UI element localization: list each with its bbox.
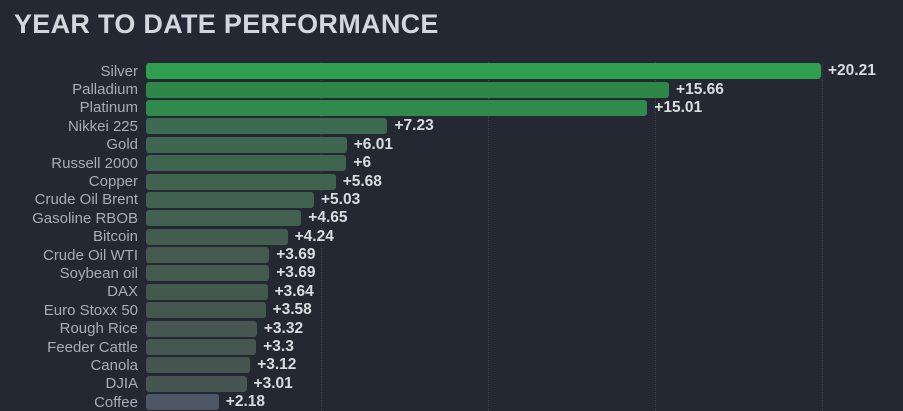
chart-rows: Silver +20.21 Palladium +15.66 Platinum …: [0, 62, 903, 411]
value-label: +3.64: [274, 282, 314, 300]
chart-row: Canola +3.12: [0, 356, 903, 374]
category-label: Russell 2000: [51, 154, 138, 172]
value-label: +4.65: [308, 209, 348, 227]
category-label: Euro Stoxx 50: [43, 301, 138, 319]
bar: [146, 394, 219, 411]
gridline: [655, 62, 656, 411]
chart-row: Bitcoin +4.24: [0, 228, 903, 246]
category-label: Soybean oil: [59, 264, 138, 282]
category-label: Bitcoin: [92, 228, 138, 246]
bar: [146, 191, 314, 208]
value-label: +3.32: [263, 319, 304, 337]
value-label: +15.01: [654, 98, 703, 116]
value-label: +6.01: [353, 135, 393, 153]
chart-row: Platinum +15.01: [0, 99, 903, 117]
bar: [146, 99, 648, 116]
chart-row: Palladium +15.66: [0, 80, 903, 99]
category-label: Gold: [106, 136, 138, 154]
chart-row: Soybean oil +3.69: [0, 264, 903, 282]
bar: [146, 247, 270, 264]
value-label: +3.58: [272, 301, 312, 319]
chart-row: Euro Stoxx 50 +3.58: [0, 301, 903, 319]
chart-row: DAX +3.64: [0, 283, 903, 301]
bar: [146, 155, 347, 172]
category-label: Nikkei 225: [67, 117, 138, 135]
category-label: Crude Oil WTI: [42, 246, 138, 264]
chart-row: Feeder Cattle +3.3: [0, 338, 903, 356]
value-label: +3.12: [257, 356, 297, 374]
chart-row: DJIA +3.01: [0, 375, 903, 393]
value-label: +5.68: [342, 172, 382, 190]
bar: [146, 302, 266, 319]
bar: [146, 265, 270, 282]
grid-layer: [0, 62, 903, 411]
gridline: [822, 62, 823, 411]
category-label: Rough Rice: [59, 320, 138, 338]
category-label: Palladium: [72, 81, 138, 99]
category-label: DAX: [107, 283, 138, 301]
category-label: Silver: [100, 62, 138, 80]
bar: [146, 136, 347, 153]
category-label: Platinum: [79, 99, 138, 117]
bar: [146, 283, 268, 300]
bar: [146, 118, 388, 135]
chart-row: Crude Oil WTI +3.69: [0, 246, 903, 264]
category-label: Feeder Cattle: [47, 338, 138, 356]
chart-row: Nikkei 225 +7.23: [0, 117, 903, 135]
value-label: +20.21: [828, 62, 876, 80]
chart-row: Coffee +2.18: [0, 393, 903, 411]
value-label: +2.18: [225, 393, 266, 411]
value-label: +3.69: [276, 246, 316, 264]
page-title: YEAR TO DATE PERFORMANCE: [14, 9, 439, 39]
chart-row: Crude Oil Brent +5.03: [0, 191, 903, 209]
chart-row: Gold +6.01: [0, 136, 903, 154]
chart-row: Rough Rice +3.32: [0, 319, 903, 338]
category-label: Coffee: [94, 393, 138, 411]
bar: [146, 357, 251, 374]
chart-row: Russell 2000 +6: [0, 154, 903, 172]
value-label: +4.24: [294, 227, 334, 245]
bar: [146, 320, 257, 337]
bar: [146, 375, 247, 392]
chart-row: Copper +5.68: [0, 172, 903, 191]
gridline: [488, 62, 489, 411]
bar: [146, 210, 302, 227]
bar: [146, 339, 257, 356]
gridline: [321, 62, 322, 411]
category-label: Copper: [88, 173, 138, 191]
category-label: Gasoline RBOB: [32, 209, 138, 227]
value-label: +7.23: [394, 117, 434, 135]
category-label: Canola: [90, 356, 138, 374]
value-label: +15.66: [676, 80, 724, 98]
value-label: +3.3: [263, 338, 294, 356]
value-label: +6: [353, 154, 372, 172]
category-label: Crude Oil Brent: [34, 191, 138, 209]
bar: [146, 228, 288, 245]
category-label: DJIA: [105, 375, 138, 393]
bar-chart: Silver +20.21 Palladium +15.66 Platinum …: [0, 62, 903, 411]
bar: [146, 173, 336, 190]
value-label: +3.69: [276, 264, 316, 282]
value-label: +3.01: [253, 374, 293, 392]
chart-row: Silver +20.21: [0, 62, 903, 80]
bar: [146, 81, 670, 98]
chart-row: Gasoline RBOB +4.65: [0, 209, 903, 227]
value-label: +5.03: [321, 190, 361, 208]
bar: [146, 63, 821, 80]
